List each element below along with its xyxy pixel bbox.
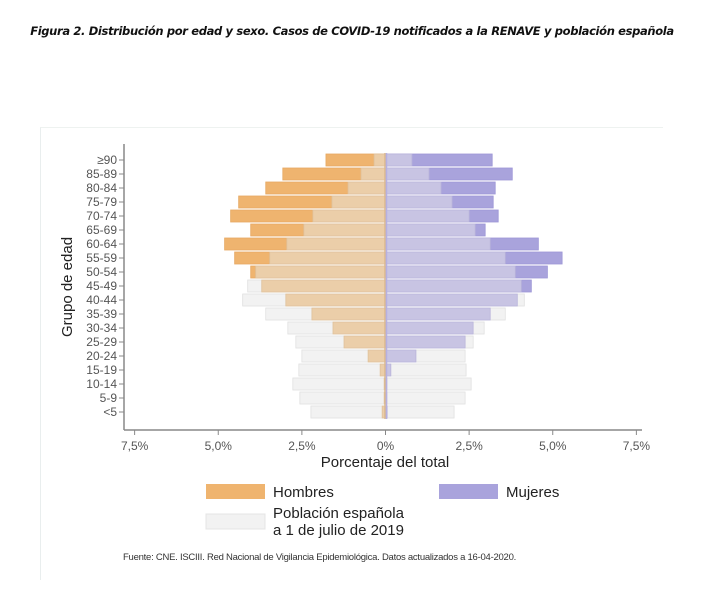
right-overlap-bar [385, 153, 413, 167]
x-tick-label: 2,5% [455, 439, 483, 453]
y-tick-label: <5 [103, 405, 117, 419]
x-tick-label: 0% [377, 439, 395, 453]
left-overlap-bar [269, 251, 386, 265]
right-overlap-bar [385, 307, 491, 321]
y-tick-label: 60-64 [86, 237, 117, 251]
left-overlap-bar [255, 265, 386, 279]
right-overlap-bar [385, 321, 474, 335]
legend-label-poblacion-line1: Población española [273, 505, 405, 522]
legend-label-poblacion-line2: a 1 de julio de 2019 [273, 522, 404, 539]
right-overlap-bar [385, 195, 453, 209]
x-axis-title: Porcentaje del total [321, 454, 449, 471]
right-overlap-bar [385, 349, 417, 363]
y-tick-label: 30-34 [86, 321, 117, 335]
left-overlap-bar [331, 195, 386, 209]
left-population-bar [298, 363, 386, 377]
right-overlap-bar [385, 265, 516, 279]
right-overlap-bar [385, 167, 430, 181]
right-overlap-bar [385, 209, 470, 223]
left-overlap-bar [285, 293, 386, 307]
chart-frame [40, 127, 663, 580]
y-tick-label: 85-89 [86, 167, 117, 181]
y-tick-label: 75-79 [86, 195, 117, 209]
left-overlap-bar [286, 237, 386, 251]
y-tick-label: 10-14 [86, 377, 117, 391]
left-overlap-bar [332, 321, 386, 335]
legend-swatch-hombres [206, 484, 265, 499]
right-overlap-bar [385, 181, 442, 195]
legend: Hombres Mujeres Población española a 1 d… [205, 484, 559, 539]
y-tick-label: ≥90 [97, 153, 117, 167]
figure-title: Figura 2. Distribución por edad y sexo. … [30, 24, 674, 38]
y-ticks: ≥9085-8980-8475-7970-7465-6960-6455-5950… [86, 153, 124, 419]
left-overlap-bar [303, 223, 386, 237]
x-tick-label: 5,0% [205, 439, 233, 453]
y-tick-label: 65-69 [86, 223, 117, 237]
left-overlap-bar [312, 209, 386, 223]
legend-label-mujeres: Mujeres [506, 484, 559, 501]
bars-group [224, 153, 563, 419]
left-overlap-bar [347, 181, 386, 195]
left-population-bar [310, 405, 386, 419]
x-tick-label: 2,5% [288, 439, 316, 453]
y-tick-label: 40-44 [86, 293, 117, 307]
right-overlap-bar [385, 335, 466, 349]
right-overlap-bar [385, 237, 491, 251]
y-tick-label: 25-29 [86, 335, 117, 349]
right-population-bar [385, 363, 467, 377]
x-tick-label: 7,5% [623, 439, 651, 453]
right-population-bar [385, 391, 466, 405]
left-overlap-bar [373, 153, 386, 167]
legend-label-hombres: Hombres [273, 484, 334, 501]
y-tick-label: 50-54 [86, 265, 117, 279]
x-tick-label: 7,5% [121, 439, 149, 453]
y-tick-label: 45-49 [86, 279, 117, 293]
right-overlap-bar [385, 293, 518, 307]
right-population-bar [385, 405, 455, 419]
right-population-bar [385, 377, 472, 391]
right-overlap-bar [385, 279, 522, 293]
y-tick-label: 70-74 [86, 209, 117, 223]
x-ticks: 7,5% 5,0% 2,5% 0% 2,5% 5,0% 7,5% [121, 430, 650, 453]
y-tick-label: 20-24 [86, 349, 117, 363]
y-tick-label: 55-59 [86, 251, 117, 265]
axes-group [123, 144, 642, 431]
left-overlap-bar [311, 307, 386, 321]
y-tick-label: 35-39 [86, 307, 117, 321]
y-tick-label: 15-19 [86, 363, 117, 377]
x-tick-label: 5,0% [539, 439, 567, 453]
right-overlap-bar [385, 251, 506, 265]
left-population-bar [299, 391, 386, 405]
left-overlap-bar [360, 167, 386, 181]
y-axis-title: Grupo de edad [59, 237, 76, 337]
legend-swatch-poblacion [205, 513, 266, 530]
y-tick-label: 80-84 [86, 181, 117, 195]
legend-swatch-mujeres [439, 484, 498, 499]
left-overlap-bar [261, 279, 386, 293]
left-overlap-bar [343, 335, 386, 349]
left-population-bar [292, 377, 386, 391]
right-overlap-bar [385, 223, 476, 237]
source-note: Fuente: CNE. ISCIII. Red Nacional de Vig… [123, 552, 517, 563]
y-tick-label: 5-9 [100, 391, 118, 405]
left-overlap-bar [367, 349, 386, 363]
